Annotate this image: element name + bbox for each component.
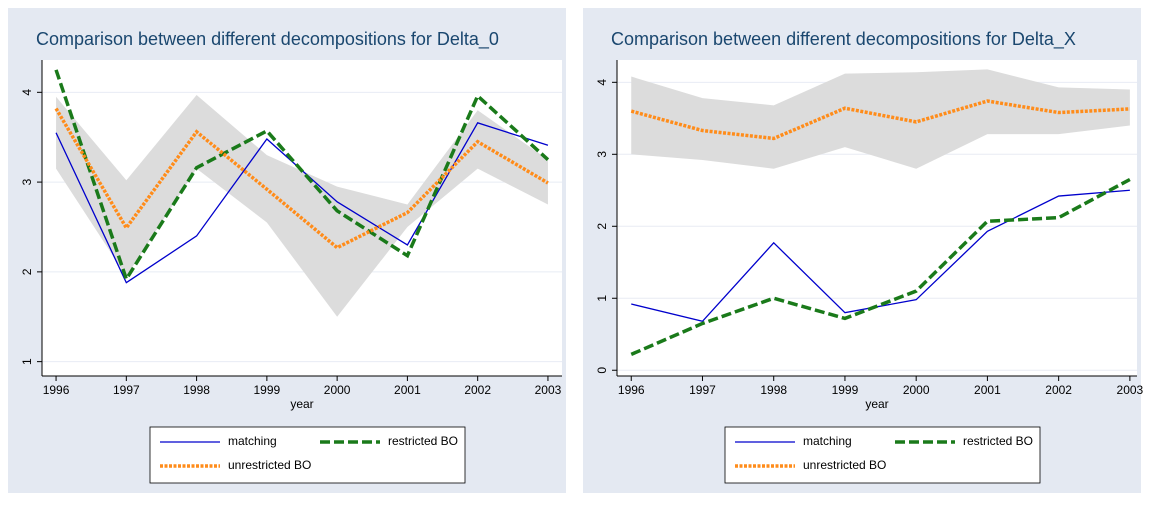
x-tick-label: 1996 <box>618 383 645 397</box>
series-line <box>630 99 1130 141</box>
x-tick-label: 2003 <box>535 383 562 397</box>
x-tick-label: 2001 <box>974 383 1001 397</box>
confidence-band <box>56 95 548 317</box>
y-tick-label: 0 <box>595 367 609 374</box>
x-tick-label: 1997 <box>113 383 140 397</box>
x-tick-label: 1999 <box>254 383 281 397</box>
x-tick-label: 1998 <box>183 383 210 397</box>
series-line <box>54 69 550 284</box>
x-tick-label: 2000 <box>903 383 930 397</box>
legend <box>149 426 466 484</box>
series-line <box>630 177 1131 357</box>
x-axis-label: year <box>865 397 888 411</box>
x-tick-label: 1997 <box>689 383 716 397</box>
y-tick-label: 2 <box>20 268 34 275</box>
chart-title: Comparison between different decompositi… <box>36 29 499 50</box>
legend <box>724 426 1041 484</box>
x-tick-label: 1996 <box>43 383 70 397</box>
x-tick-label: 1999 <box>832 383 859 397</box>
y-tick-label: 3 <box>595 151 609 158</box>
series-line <box>631 189 1130 323</box>
legend-label: matching <box>228 434 277 448</box>
x-tick-label: 2002 <box>464 383 491 397</box>
x-tick-label: 2003 <box>1117 383 1144 397</box>
panel: Comparison between different decompositi… <box>583 8 1144 493</box>
y-tick-label: 4 <box>595 79 609 86</box>
legend-label: unrestricted BO <box>228 458 311 472</box>
y-tick-label: 1 <box>20 358 34 365</box>
series-line <box>54 107 549 250</box>
panel: Comparison between different decompositi… <box>8 8 566 493</box>
x-tick-label: 2001 <box>394 383 421 397</box>
x-tick-label: 2002 <box>1045 383 1072 397</box>
legend-label: matching <box>803 434 852 448</box>
legend-label: unrestricted BO <box>803 458 886 472</box>
chart-title: Comparison between different decompositi… <box>611 29 1076 50</box>
x-tick-label: 1998 <box>760 383 787 397</box>
y-tick-label: 3 <box>20 178 34 185</box>
y-tick-label: 4 <box>20 89 34 96</box>
x-tick-label: 2000 <box>324 383 351 397</box>
x-axis-label: year <box>290 397 313 411</box>
confidence-band <box>631 69 1130 169</box>
legend-label: restricted BO <box>388 434 458 448</box>
legend-label: restricted BO <box>963 434 1033 448</box>
y-tick-label: 1 <box>595 295 609 302</box>
y-tick-label: 2 <box>595 223 609 230</box>
